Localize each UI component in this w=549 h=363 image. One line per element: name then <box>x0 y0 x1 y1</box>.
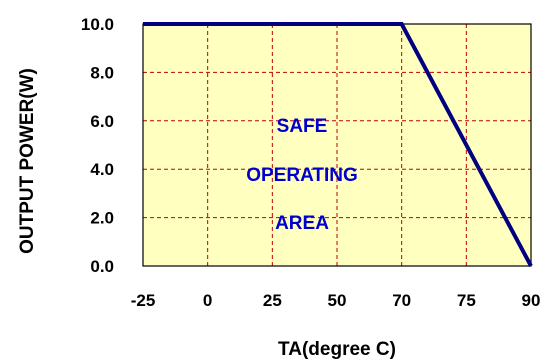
annotation-text: SAFE <box>277 116 328 137</box>
y-tick-label: 0.0 <box>90 257 114 276</box>
y-axis-title: OUTPUT POWER(W) <box>17 68 38 254</box>
y-tick-labels: 0.0 2.0 4.0 6.0 8.0 10.0 <box>81 15 114 276</box>
x-tick-labels: -25 0 25 50 70 75 90 <box>131 291 541 310</box>
y-tick-label: 10.0 <box>81 15 114 34</box>
y-tick-label: 8.0 <box>90 63 114 82</box>
annotation-text: OPERATING <box>246 165 358 186</box>
annotation-text: AREA <box>275 213 329 234</box>
x-tick-label: -25 <box>131 291 156 310</box>
y-tick-label: 4.0 <box>90 160 114 179</box>
annotation-group: SAFE OPERATING AREA <box>246 116 358 234</box>
x-tick-label: 75 <box>457 291 476 310</box>
x-axis-title: TA(degree C) <box>278 339 396 360</box>
x-tick-label: 90 <box>522 291 541 310</box>
series-line <box>143 22 533 267</box>
x-tick-label: 70 <box>392 291 411 310</box>
y-tick-label: 2.0 <box>90 209 114 228</box>
x-tick-label: 25 <box>263 291 282 310</box>
y-tick-label: 6.0 <box>90 112 114 131</box>
x-tick-label: 50 <box>328 291 347 310</box>
x-tick-label: 0 <box>203 291 212 310</box>
